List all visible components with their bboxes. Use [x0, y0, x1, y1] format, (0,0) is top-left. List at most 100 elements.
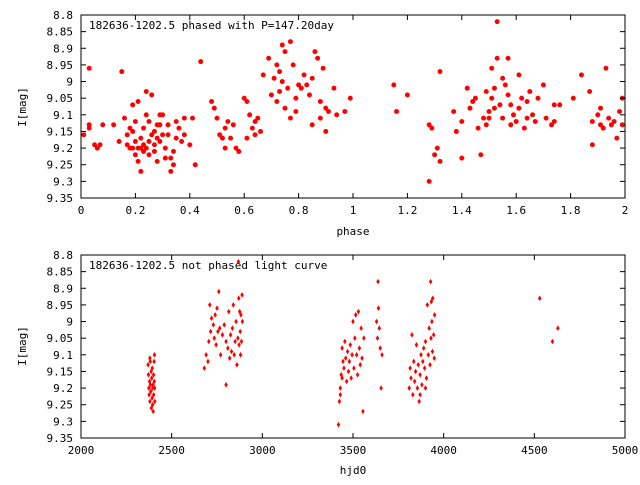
- phased-data-points: [81, 19, 625, 184]
- data-point: [354, 352, 359, 358]
- data-point: [459, 119, 465, 124]
- data-point: [486, 115, 492, 121]
- data-point: [213, 312, 217, 318]
- y-tick-label: 9.35: [47, 432, 74, 445]
- data-point: [606, 115, 612, 121]
- data-point: [337, 398, 342, 405]
- data-point: [152, 352, 157, 358]
- data-point: [524, 115, 530, 121]
- data-point: [154, 135, 160, 141]
- data-point: [423, 338, 428, 345]
- y-tick-label: 9.35: [47, 192, 74, 205]
- data-point: [247, 112, 253, 118]
- data-point: [532, 119, 538, 124]
- data-point: [288, 115, 293, 121]
- y-tick-label: 9.1: [53, 349, 73, 362]
- y-tick-label: 9.2: [53, 142, 73, 155]
- data-point: [353, 312, 358, 318]
- data-point: [135, 99, 141, 104]
- data-point: [171, 149, 176, 154]
- data-point: [255, 115, 261, 121]
- y-tick-label: 9.15: [47, 365, 74, 378]
- data-point: [527, 89, 533, 94]
- data-point: [285, 85, 291, 91]
- data-point: [214, 342, 218, 348]
- unphased-panel: 2000 2500 3000 3500 4000 4500 5000 8.8 8.85 8.9 8.…: [16, 249, 638, 477]
- data-point: [411, 391, 415, 398]
- y-tick-label: 8.95: [47, 59, 74, 72]
- data-point: [394, 109, 399, 114]
- data-point: [238, 328, 242, 335]
- data-point: [240, 292, 244, 298]
- data-point: [451, 109, 457, 114]
- data-point: [162, 145, 168, 151]
- data-point: [150, 395, 154, 401]
- data-point: [543, 115, 549, 121]
- data-point: [152, 358, 156, 365]
- x-tick-label: 0.6: [234, 204, 254, 217]
- data-point: [609, 122, 614, 128]
- data-point: [274, 62, 280, 68]
- x-tick-label: 1: [350, 204, 357, 217]
- data-point: [326, 109, 331, 114]
- data-point: [391, 82, 397, 88]
- data-point: [492, 85, 497, 91]
- x-tick-label: 1.6: [506, 204, 526, 217]
- data-point: [418, 371, 422, 378]
- data-point: [234, 318, 238, 325]
- data-point: [279, 79, 285, 84]
- data-point: [341, 358, 345, 365]
- data-point: [215, 305, 219, 312]
- y-tick-label: 9.25: [47, 399, 74, 412]
- data-point: [516, 72, 522, 78]
- data-point: [470, 99, 476, 104]
- data-point: [212, 335, 217, 341]
- data-point: [541, 82, 546, 88]
- data-point: [277, 69, 282, 74]
- data-point: [209, 315, 214, 322]
- data-point: [171, 162, 176, 168]
- data-point: [146, 371, 151, 378]
- data-point: [218, 352, 223, 358]
- data-point: [500, 115, 505, 121]
- data-point: [236, 258, 241, 265]
- data-point: [411, 358, 416, 365]
- data-point: [239, 338, 244, 345]
- data-point: [143, 112, 149, 118]
- data-point: [237, 342, 241, 348]
- data-point: [214, 115, 220, 121]
- data-point: [160, 112, 165, 118]
- data-point: [249, 125, 255, 131]
- data-point: [237, 308, 242, 315]
- data-point: [258, 129, 263, 134]
- data-point: [211, 322, 216, 328]
- data-point: [138, 168, 144, 174]
- data-point: [570, 95, 576, 101]
- data-point: [323, 105, 329, 111]
- data-point: [301, 72, 307, 78]
- data-point: [92, 142, 97, 148]
- data-point: [478, 152, 484, 158]
- phased-plot-frame: [80, 14, 626, 199]
- data-point: [413, 368, 418, 375]
- data-point: [220, 332, 225, 338]
- data-point: [282, 49, 288, 54]
- data-point: [111, 122, 117, 128]
- data-point: [190, 115, 195, 121]
- data-point: [209, 99, 214, 104]
- data-point: [225, 119, 231, 124]
- data-point: [149, 92, 155, 98]
- data-point: [417, 398, 421, 405]
- data-point: [505, 55, 511, 61]
- data-point: [415, 385, 420, 391]
- data-point: [309, 75, 315, 81]
- x-tick-label: 4500: [521, 444, 548, 457]
- data-point: [431, 295, 435, 302]
- x-tick-label: 2: [622, 204, 629, 217]
- y-tick-label: 8.9: [53, 42, 73, 55]
- data-point: [220, 135, 225, 141]
- data-point: [130, 129, 136, 134]
- data-point: [347, 358, 352, 365]
- data-point: [152, 385, 157, 391]
- data-point: [239, 312, 243, 318]
